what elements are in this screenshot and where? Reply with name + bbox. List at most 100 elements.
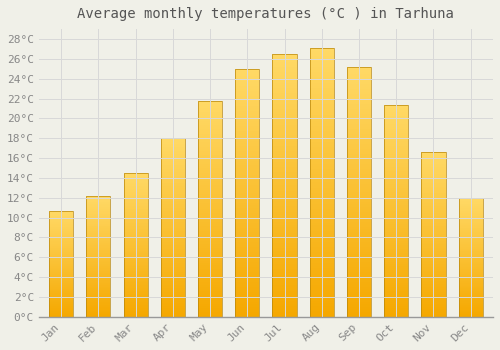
Bar [86,261,110,262]
Bar [310,158,334,161]
Bar [198,149,222,151]
Bar [235,104,260,106]
Bar [347,254,371,257]
Bar [310,247,334,250]
Bar [347,229,371,232]
Bar [347,204,371,207]
Bar [198,267,222,270]
Bar [198,226,222,229]
Bar [272,251,296,254]
Bar [347,112,371,114]
Bar [49,253,73,254]
Bar [235,131,260,133]
Bar [235,275,260,277]
Bar [422,234,446,236]
Bar [347,107,371,109]
Bar [272,88,296,91]
Bar [198,272,222,274]
Bar [160,208,185,210]
Bar [384,114,408,116]
Bar [198,190,222,192]
Bar [86,305,110,306]
Bar [272,183,296,186]
Bar [124,276,148,278]
Bar [124,229,148,231]
Bar [86,213,110,214]
Bar [124,192,148,193]
Bar [198,119,222,121]
Bar [272,201,296,204]
Bar [198,278,222,280]
Bar [422,169,446,170]
Bar [49,290,73,291]
Bar [160,295,185,297]
Bar [235,71,260,74]
Bar [384,264,408,266]
Bar [198,140,222,142]
Bar [310,91,334,93]
Bar [160,154,185,156]
Bar [235,193,260,195]
Bar [384,215,408,217]
Bar [458,236,483,237]
Bar [86,231,110,232]
Bar [384,120,408,122]
Bar [310,212,334,215]
Bar [49,213,73,214]
Bar [272,169,296,172]
Bar [347,179,371,182]
Bar [49,216,73,217]
Bar [124,297,148,298]
Bar [458,239,483,240]
Bar [124,285,148,287]
Bar [86,198,110,200]
Bar [458,255,483,256]
Bar [458,275,483,276]
Bar [458,199,483,200]
Bar [272,198,296,201]
Bar [384,256,408,258]
Bar [384,224,408,226]
Bar [272,186,296,188]
Bar [422,219,446,221]
Bar [124,232,148,233]
Bar [310,166,334,169]
Bar [49,279,73,280]
Bar [160,224,185,226]
Bar [160,252,185,254]
Bar [49,252,73,253]
Bar [384,160,408,162]
Bar [272,238,296,240]
Bar [384,230,408,232]
Bar [272,120,296,122]
Bar [86,301,110,302]
Bar [347,294,371,297]
Bar [198,293,222,295]
Bar [198,181,222,183]
Bar [272,114,296,117]
Bar [310,131,334,134]
Bar [235,200,260,203]
Bar [384,232,408,234]
Bar [384,131,408,133]
Bar [86,225,110,226]
Bar [458,307,483,308]
Bar [272,83,296,85]
Bar [310,312,334,314]
Bar [272,59,296,62]
Bar [458,314,483,316]
Bar [49,282,73,283]
Bar [272,135,296,138]
Bar [310,233,334,236]
Bar [198,121,222,123]
Bar [310,172,334,174]
Bar [458,238,483,239]
Bar [198,183,222,186]
Bar [86,196,110,197]
Bar [124,212,148,213]
Bar [49,249,73,250]
Bar [198,250,222,252]
Bar [86,237,110,238]
Bar [124,274,148,275]
Bar [86,273,110,274]
